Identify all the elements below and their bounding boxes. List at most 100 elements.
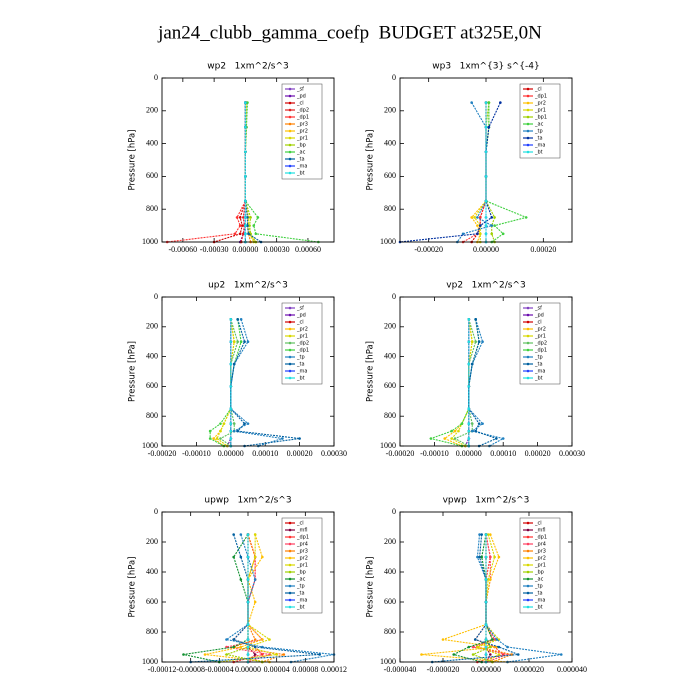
- legend-label: _bp1: [534, 115, 547, 121]
- profile-marker: [493, 555, 496, 559]
- profile-marker: [477, 340, 481, 344]
- profile-marker: [247, 232, 250, 236]
- profile-marker: [232, 429, 236, 433]
- x-tick-label: 0.00010: [252, 449, 278, 458]
- profile-marker: [450, 437, 453, 440]
- legend-swatch-marker: [526, 115, 530, 119]
- profile-marker: [450, 429, 453, 433]
- legend-label: _tp: [296, 584, 305, 590]
- profile-marker: [246, 645, 250, 649]
- profile-marker: [244, 199, 247, 203]
- panel-title: upwp 1xm^2/s^3: [204, 496, 291, 506]
- x-tick-label: 0.00010: [490, 449, 516, 458]
- profile-marker: [232, 638, 235, 641]
- profile-marker: [486, 533, 490, 536]
- profile-marker: [478, 533, 481, 536]
- profile-marker: [476, 645, 479, 649]
- y-tick-label: 400: [146, 138, 158, 147]
- legend-swatch-marker: [526, 101, 530, 105]
- x-tick-label: 0.00020: [525, 449, 551, 458]
- y-tick-label: 200: [384, 537, 396, 546]
- profile-marker: [229, 385, 233, 388]
- profile-marker: [229, 422, 233, 425]
- profile-marker: [470, 422, 474, 425]
- x-tick-label: 0.00060: [295, 245, 321, 254]
- legend-swatch-marker: [288, 334, 292, 338]
- legend-swatch-marker: [288, 591, 292, 595]
- legend-label: _pr3: [534, 549, 546, 555]
- profile-marker: [233, 232, 237, 236]
- legend-swatch-marker: [288, 362, 292, 366]
- legend-label: _mfl: [534, 528, 546, 534]
- profile-marker: [236, 340, 239, 344]
- profile-marker: [470, 340, 474, 344]
- legend-label: _bt: [296, 605, 305, 611]
- legend-swatch-marker: [288, 157, 292, 161]
- y-tick-label: 200: [384, 106, 396, 115]
- profile-marker: [236, 429, 239, 433]
- profile-marker: [467, 385, 471, 388]
- profile-marker: [484, 653, 488, 656]
- profile-line: [244, 102, 255, 243]
- profile-marker: [248, 224, 251, 227]
- legend-swatch-marker: [526, 577, 530, 581]
- profile-line: [190, 534, 320, 663]
- profile-line: [244, 102, 319, 243]
- legend-label: _ma: [296, 369, 307, 375]
- y-tick-label: 0: [154, 73, 158, 82]
- legend-swatch-marker: [526, 355, 530, 359]
- profile-marker: [470, 429, 474, 433]
- profile-marker: [467, 318, 471, 321]
- legend-label: _ac: [296, 150, 306, 156]
- legend-swatch-marker: [526, 129, 530, 133]
- legend-label: _cl: [296, 320, 304, 326]
- profile-marker: [476, 224, 479, 227]
- x-tick-label: 0.000000: [471, 665, 501, 674]
- profile-marker: [484, 224, 488, 227]
- profile-line: [216, 319, 235, 447]
- legend-swatch-marker: [288, 598, 292, 602]
- profile-line: [230, 319, 283, 447]
- profile-marker: [229, 362, 233, 366]
- legend-label: _pr3: [296, 122, 308, 128]
- legend-swatch-marker: [526, 362, 530, 366]
- profile-marker: [489, 533, 492, 536]
- y-tick-label: 200: [146, 537, 158, 546]
- legend-swatch-marker: [288, 327, 292, 331]
- profile-marker: [244, 101, 247, 104]
- y-tick-label: 0: [154, 292, 158, 301]
- legend-swatch-marker: [526, 605, 530, 609]
- profile-line: [443, 319, 473, 447]
- legend-swatch-marker: [526, 150, 530, 154]
- profile-marker: [470, 101, 473, 104]
- profile-marker: [232, 340, 236, 344]
- y-axis-label: Pressure [hPa]: [366, 557, 376, 618]
- x-tick-label: -0.00010: [182, 449, 211, 458]
- legend-swatch-marker: [526, 556, 530, 560]
- profile-line: [230, 319, 300, 447]
- legend-swatch-marker: [288, 535, 292, 539]
- y-tick-label: 400: [384, 567, 396, 576]
- profile-marker: [244, 224, 247, 227]
- profile-marker: [182, 653, 185, 656]
- legend-label: _pr1: [296, 563, 308, 569]
- legend-swatch-marker: [526, 320, 530, 324]
- x-tick-label: 0.00020: [287, 449, 313, 458]
- profile-marker: [246, 422, 250, 425]
- plot-frame: [399, 511, 573, 663]
- profile-marker: [281, 437, 284, 440]
- profile-marker: [246, 578, 250, 581]
- profile-marker: [225, 653, 228, 656]
- profile-marker: [497, 645, 501, 649]
- legend-label: _ac: [534, 577, 544, 583]
- profile-marker: [232, 533, 235, 536]
- y-tick-label: 200: [146, 322, 158, 331]
- legend-swatch-marker: [288, 108, 292, 112]
- legend-label: _ma: [534, 143, 545, 149]
- legend-label: _pr1: [296, 136, 308, 142]
- legend-swatch-marker: [526, 549, 530, 553]
- profile-marker: [239, 578, 243, 581]
- legend-label: _pr4: [534, 542, 546, 548]
- legend-swatch-marker: [526, 348, 530, 352]
- legend-swatch-marker: [288, 171, 292, 175]
